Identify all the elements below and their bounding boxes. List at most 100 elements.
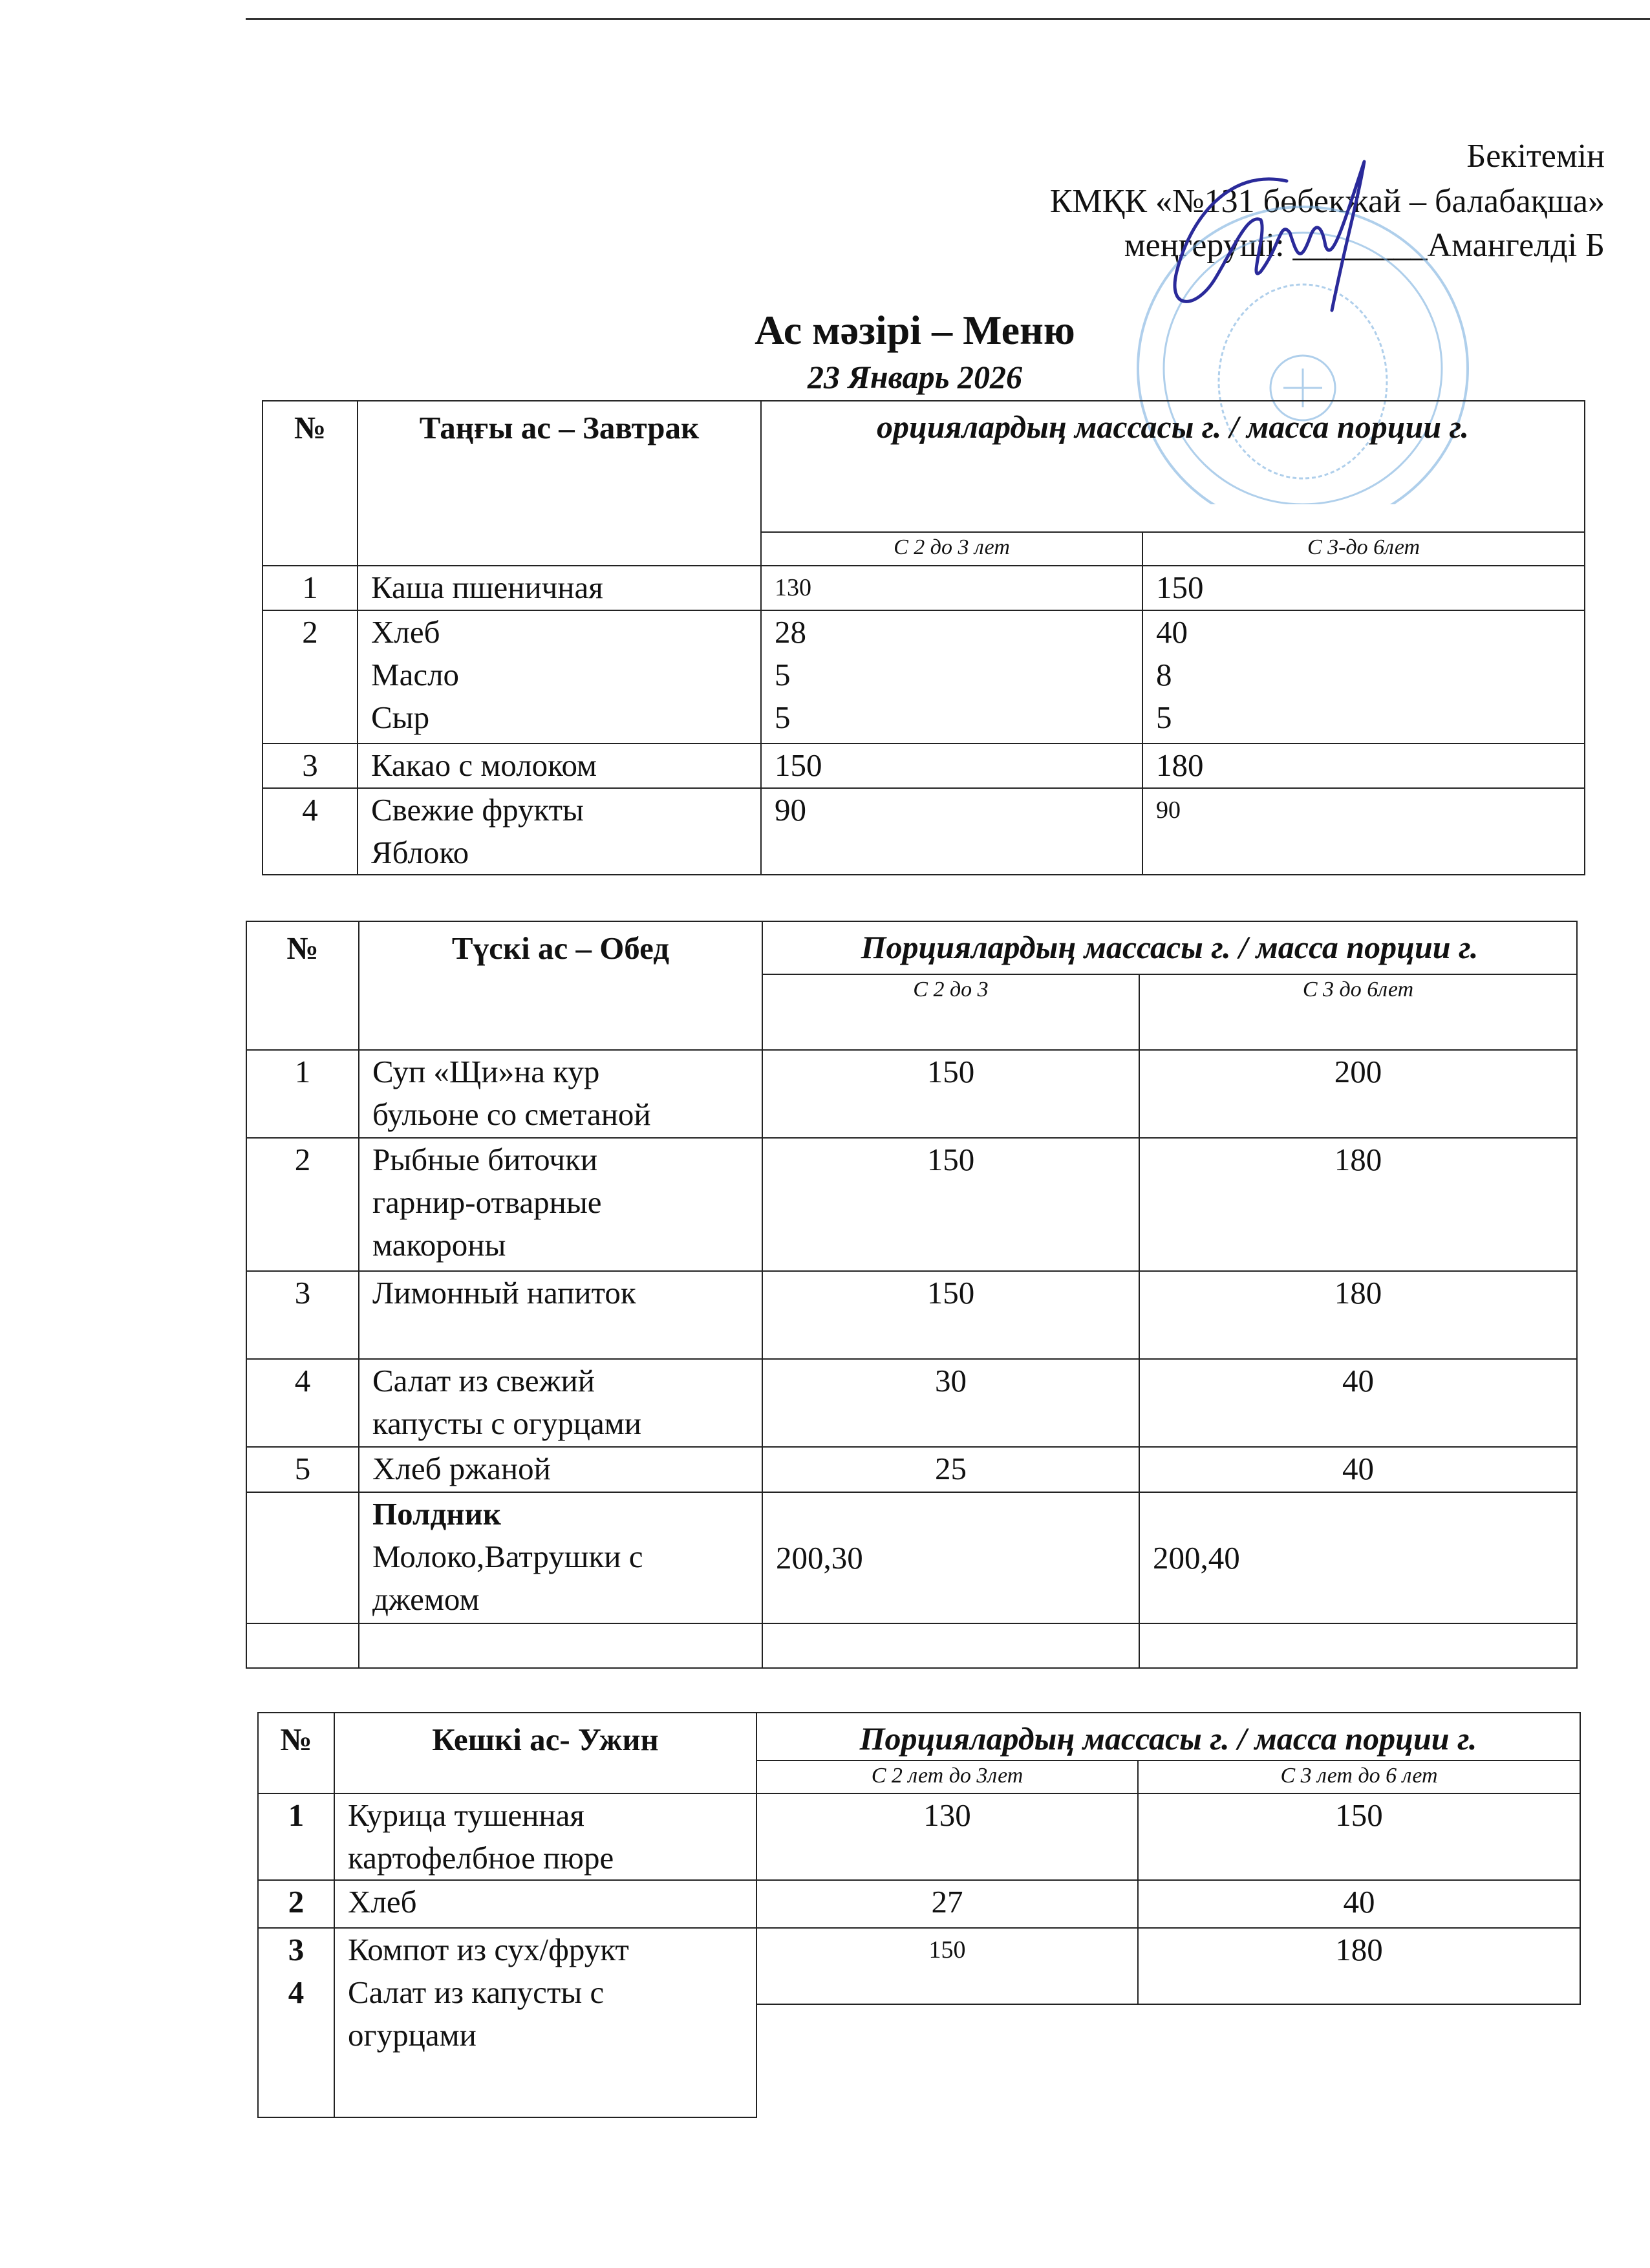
portion-age-3-6: 180 bbox=[1141, 743, 1586, 789]
table-row: 2 Хлеб 27 40 bbox=[257, 1879, 1581, 1929]
dish-name-line: Сыр bbox=[371, 700, 430, 735]
dish-name-line: гарнир-отварные bbox=[372, 1184, 602, 1220]
portion-age-3-6-line: 8 bbox=[1156, 657, 1172, 692]
portion-age-2-3: 150 bbox=[762, 1049, 1140, 1139]
dish-name: Каша пшеничная bbox=[357, 565, 762, 611]
row-number: 2 bbox=[262, 610, 358, 744]
dish-name-line: Каша пшеничная bbox=[371, 570, 603, 605]
portion-age-2-3-line: 150 bbox=[927, 1142, 975, 1177]
dish-name-line: макороны bbox=[372, 1227, 506, 1263]
portion-age-2-3-line: 150 bbox=[928, 1936, 966, 1963]
portion-age-2-3: 90 bbox=[760, 787, 1143, 875]
approval-line-3: меңгеруші: ________Амангелді Б bbox=[1124, 226, 1605, 264]
portion-age-2-3-line: 150 bbox=[775, 747, 822, 783]
table-row: 5 Хлеб ржаной 25 40 bbox=[246, 1446, 1578, 1493]
table-row: 1 Суп «Щи»на кур бульоне со сметаной 150 200 bbox=[246, 1049, 1578, 1139]
row-number bbox=[246, 1623, 359, 1669]
portion-age-2-3-line: 5 bbox=[775, 700, 791, 735]
portion-age-2-3-line: 200,30 bbox=[776, 1539, 863, 1576]
header-portion-mass: Порциялардың массасы г. / масса порции г… bbox=[762, 921, 1578, 975]
portion-age-3-6-line: 40 bbox=[1342, 1363, 1374, 1398]
row-number-line: 5 bbox=[294, 1451, 311, 1486]
portion-age-3-6-line: 40 bbox=[1343, 1884, 1375, 1920]
portion-age-2-3: 150 bbox=[756, 1927, 1139, 2005]
blank-area bbox=[756, 2004, 1138, 2117]
breakfast-table: № Таңғы ас – Завтрак орциялардың массасы г… bbox=[262, 400, 1586, 875]
portion-age-2-3: 150 bbox=[762, 1137, 1140, 1272]
dish-name-line: Молоко,Ватрушки с bbox=[372, 1539, 643, 1574]
portion-age-3-6-line: 200 bbox=[1334, 1054, 1382, 1089]
dish-name-line: Полдник bbox=[372, 1496, 501, 1532]
dish-name: Какао с молоком bbox=[357, 743, 762, 789]
portion-age-2-3-line: 27 bbox=[931, 1884, 963, 1920]
row-number: 5 bbox=[246, 1446, 359, 1493]
portion-age-3-6-line: 40 bbox=[1156, 614, 1188, 650]
portion-age-3-6-line: 180 bbox=[1334, 1275, 1382, 1311]
menu-date: 23 Январь 2026 bbox=[807, 359, 1023, 395]
dish-name: Суп «Щи»на кур бульоне со сметаной bbox=[358, 1049, 763, 1139]
dish-name: Полдник Молоко,Ватрушки с джемом bbox=[358, 1492, 763, 1624]
portion-age-3-6-line: 150 bbox=[1335, 1797, 1383, 1833]
row-number: 1 bbox=[257, 1793, 335, 1881]
table-row bbox=[246, 1623, 1578, 1669]
row-number: 2 bbox=[246, 1137, 359, 1272]
portion-age-3-6-line: 40 bbox=[1342, 1451, 1374, 1486]
portion-age-3-6-line: 90 bbox=[1156, 797, 1181, 824]
dish-name-line: Салат из капусты с bbox=[348, 1974, 605, 2010]
header-number: № bbox=[246, 921, 359, 1051]
row-number-line: 4 bbox=[302, 792, 318, 828]
header-age-2-3: С 2 до 3 bbox=[762, 974, 1140, 1051]
row-number-line: 3 bbox=[302, 747, 318, 783]
lunch-table: № Түскі ас – Обед Порциялардың массасы г. … bbox=[246, 921, 1578, 1669]
portion-age-2-3: 27 bbox=[756, 1879, 1139, 1929]
portion-age-2-3: 200,30 bbox=[762, 1492, 1140, 1624]
dish-name-line: Свежие фрукты bbox=[371, 792, 584, 828]
portion-age-2-3: 30 bbox=[762, 1358, 1140, 1448]
table-row: 1 Каша пшеничная 130 150 bbox=[262, 565, 1586, 611]
header-meal-title: Түскі ас – Обед bbox=[358, 921, 763, 1051]
row-number: 1 bbox=[246, 1049, 359, 1139]
portion-age-3-6: 200 bbox=[1139, 1049, 1578, 1139]
dish-name: Рыбные биточки гарнир-отварные макороны bbox=[358, 1137, 763, 1272]
header-number: № bbox=[257, 1712, 335, 1794]
dish-name: Хлеб ржаной bbox=[358, 1446, 763, 1493]
portion-age-2-3-line: 150 bbox=[927, 1275, 975, 1311]
top-rule bbox=[246, 18, 1650, 20]
dish-name-line: капусты с огурцами bbox=[372, 1406, 642, 1441]
dish-name-line: огурцами bbox=[348, 2017, 477, 2053]
dish-name bbox=[358, 1623, 763, 1669]
row-number: 2 bbox=[257, 1879, 335, 1929]
table-row: 2 Хлеб Масло Сыр 28 5 5 40 8 5 bbox=[262, 610, 1586, 744]
dish-name-line: Хлеб bbox=[348, 1884, 417, 1920]
dish-name-line: картофелбное пюре bbox=[348, 1840, 614, 1876]
portion-age-3-6: 40 bbox=[1139, 1446, 1578, 1493]
row-number-line: 3 bbox=[288, 1932, 305, 1967]
signature-blank: ________ bbox=[1292, 227, 1428, 264]
approval-line-1: Бекітемін bbox=[1466, 138, 1605, 175]
portion-age-2-3-line: 28 bbox=[775, 614, 806, 650]
portion-age-3-6-line: 180 bbox=[1335, 1932, 1383, 1967]
dish-name: Свежие фрукты Яблоко bbox=[357, 787, 762, 875]
row-number: 4 bbox=[246, 1358, 359, 1448]
portion-age-2-3: 28 5 5 bbox=[760, 610, 1143, 744]
row-number-line: 1 bbox=[302, 570, 318, 605]
portion-age-3-6: 150 bbox=[1137, 1793, 1581, 1881]
dish-name-line: Лимонный напиток bbox=[372, 1275, 636, 1311]
portion-age-3-6: 180 bbox=[1139, 1270, 1578, 1360]
row-number-line: 3 bbox=[294, 1275, 311, 1311]
table-row: Полдник Молоко,Ватрушки с джемом 200,30 200,… bbox=[246, 1492, 1578, 1624]
portion-age-2-3-line: 25 bbox=[935, 1451, 967, 1486]
row-number: 3 bbox=[262, 743, 358, 789]
portion-age-2-3: 130 bbox=[760, 565, 1143, 611]
portion-age-3-6: 150 bbox=[1141, 565, 1586, 611]
portion-age-2-3: 25 bbox=[762, 1446, 1140, 1493]
row-number: 3 bbox=[246, 1270, 359, 1360]
dish-name-line: Рыбные биточки bbox=[372, 1142, 598, 1177]
dish-name-line: Курица тушенная bbox=[348, 1797, 584, 1833]
header-number: № bbox=[262, 400, 358, 566]
approval-role: меңгеруші: bbox=[1124, 227, 1285, 264]
row-number-line: 2 bbox=[288, 1884, 305, 1920]
portion-age-2-3: 150 bbox=[760, 743, 1143, 789]
